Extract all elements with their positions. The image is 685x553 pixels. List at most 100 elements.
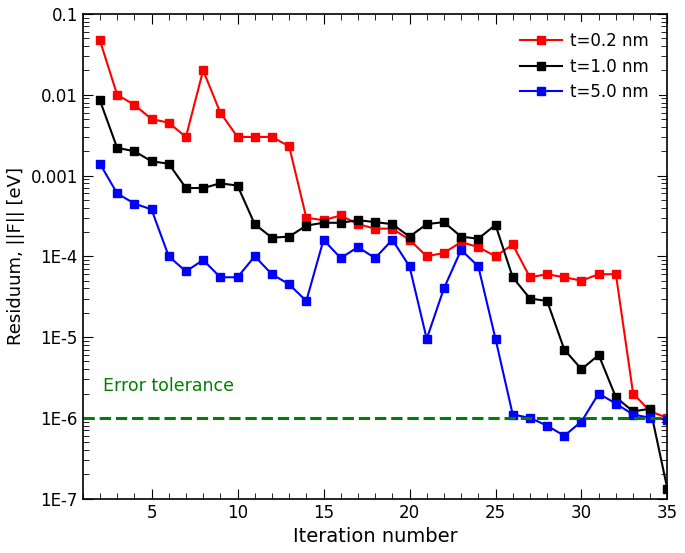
t=5.0 nm	[268, 271, 276, 278]
t=5.0 nm	[96, 160, 104, 167]
t=0.2 nm	[130, 102, 138, 108]
t=5.0 nm	[302, 298, 310, 304]
t=0.2 nm	[423, 253, 431, 259]
t=0.2 nm	[629, 390, 637, 397]
t=5.0 nm	[113, 190, 121, 197]
t=1.0 nm	[234, 182, 242, 189]
t=5.0 nm	[336, 255, 345, 262]
t=5.0 nm	[612, 400, 620, 407]
t=0.2 nm	[474, 244, 482, 251]
t=0.2 nm	[560, 274, 569, 280]
t=5.0 nm	[234, 274, 242, 280]
t=5.0 nm	[371, 255, 379, 262]
t=5.0 nm	[595, 390, 603, 397]
t=5.0 nm	[526, 415, 534, 421]
t=0.2 nm	[491, 253, 499, 259]
t=5.0 nm	[147, 206, 155, 213]
t=1.0 nm	[216, 180, 225, 187]
t=0.2 nm	[147, 116, 155, 122]
t=1.0 nm	[268, 234, 276, 241]
t=1.0 nm	[560, 346, 569, 353]
t=5.0 nm	[130, 200, 138, 207]
t=1.0 nm	[285, 233, 293, 240]
t=0.2 nm	[234, 134, 242, 140]
t=0.2 nm	[251, 134, 259, 140]
t=0.2 nm	[164, 119, 173, 126]
t=5.0 nm	[251, 253, 259, 259]
t=5.0 nm	[216, 274, 225, 280]
t=1.0 nm	[147, 158, 155, 165]
t=0.2 nm	[113, 91, 121, 98]
t=1.0 nm	[164, 160, 173, 167]
t=1.0 nm	[629, 408, 637, 415]
t=5.0 nm	[406, 263, 414, 270]
t=0.2 nm	[336, 212, 345, 219]
Line: t=1.0 nm: t=1.0 nm	[96, 96, 672, 494]
t=0.2 nm	[612, 271, 620, 278]
t=1.0 nm	[96, 97, 104, 104]
t=5.0 nm	[543, 422, 551, 429]
t=1.0 nm	[543, 298, 551, 304]
t=5.0 nm	[354, 244, 362, 251]
t=0.2 nm	[371, 225, 379, 232]
Text: Error tolerance: Error tolerance	[103, 377, 234, 395]
t=5.0 nm	[629, 411, 637, 418]
t=0.2 nm	[388, 225, 397, 232]
t=1.0 nm	[336, 220, 345, 226]
t=0.2 nm	[595, 271, 603, 278]
t=5.0 nm	[646, 415, 654, 421]
t=1.0 nm	[251, 221, 259, 227]
t=1.0 nm	[526, 295, 534, 302]
t=1.0 nm	[663, 486, 671, 493]
Legend: t=0.2 nm, t=1.0 nm, t=5.0 nm: t=0.2 nm, t=1.0 nm, t=5.0 nm	[510, 22, 659, 111]
t=5.0 nm	[457, 247, 465, 253]
t=0.2 nm	[440, 249, 448, 256]
t=1.0 nm	[440, 219, 448, 226]
t=1.0 nm	[423, 221, 431, 227]
t=1.0 nm	[474, 236, 482, 242]
t=1.0 nm	[130, 148, 138, 154]
t=0.2 nm	[406, 237, 414, 243]
t=1.0 nm	[113, 144, 121, 151]
Line: t=5.0 nm: t=5.0 nm	[96, 159, 672, 440]
t=5.0 nm	[319, 237, 327, 243]
t=5.0 nm	[182, 268, 190, 275]
t=0.2 nm	[577, 277, 586, 284]
t=1.0 nm	[457, 233, 465, 240]
t=0.2 nm	[526, 274, 534, 280]
t=0.2 nm	[182, 134, 190, 140]
t=5.0 nm	[199, 257, 208, 263]
t=1.0 nm	[182, 185, 190, 191]
t=1.0 nm	[612, 394, 620, 400]
t=1.0 nm	[371, 219, 379, 226]
t=1.0 nm	[406, 233, 414, 240]
t=0.2 nm	[199, 67, 208, 74]
t=0.2 nm	[319, 217, 327, 223]
t=1.0 nm	[319, 220, 327, 226]
t=5.0 nm	[508, 411, 516, 418]
t=1.0 nm	[199, 185, 208, 191]
t=5.0 nm	[423, 336, 431, 342]
t=5.0 nm	[388, 237, 397, 243]
t=0.2 nm	[646, 408, 654, 415]
t=0.2 nm	[302, 215, 310, 221]
t=5.0 nm	[577, 418, 586, 425]
t=5.0 nm	[560, 432, 569, 439]
t=0.2 nm	[285, 143, 293, 150]
t=0.2 nm	[96, 37, 104, 44]
t=1.0 nm	[646, 405, 654, 412]
t=1.0 nm	[595, 352, 603, 358]
t=5.0 nm	[285, 281, 293, 288]
Y-axis label: Residuum, ||F|| [eV]: Residuum, ||F|| [eV]	[7, 168, 25, 345]
t=1.0 nm	[508, 274, 516, 280]
t=1.0 nm	[577, 366, 586, 373]
t=1.0 nm	[354, 217, 362, 223]
t=0.2 nm	[663, 415, 671, 421]
t=0.2 nm	[508, 241, 516, 248]
t=1.0 nm	[491, 222, 499, 228]
t=0.2 nm	[216, 109, 225, 116]
t=5.0 nm	[663, 416, 671, 423]
t=1.0 nm	[302, 222, 310, 229]
t=5.0 nm	[491, 336, 499, 342]
t=5.0 nm	[164, 253, 173, 259]
